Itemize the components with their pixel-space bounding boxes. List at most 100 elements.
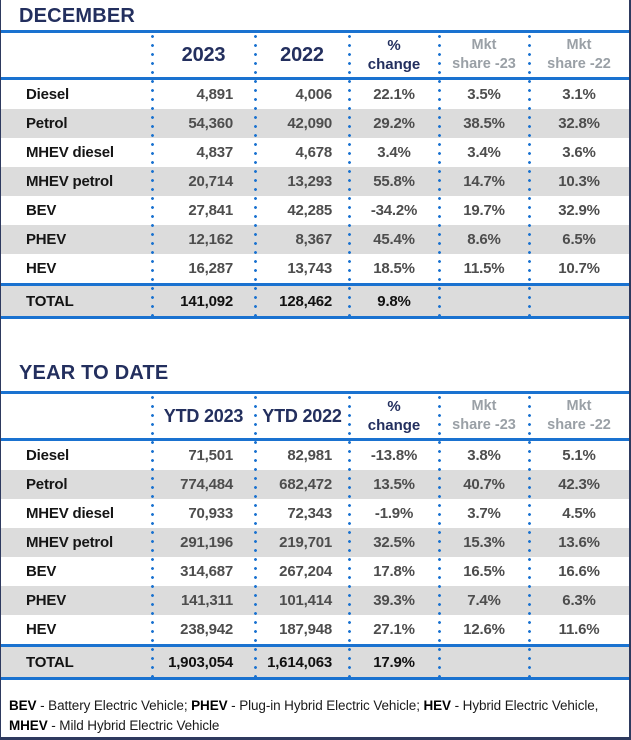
row-label: Petrol xyxy=(26,476,68,493)
value-2022: 13,743 xyxy=(287,260,332,277)
value-2022: 4,006 xyxy=(295,86,332,103)
table-row-phev: PHEV 141,311 101,414 39.3% 7.4% 6.3% xyxy=(1,586,629,615)
divider-line xyxy=(1,677,629,680)
header-mkt-share-23: Mkt share -23 xyxy=(439,33,529,77)
value-mkt-share-23: 7.4% xyxy=(467,592,501,609)
header-mkt-share-23-line1: Mkt xyxy=(471,37,497,53)
value-mkt-share-22: 32.8% xyxy=(558,115,600,132)
value-mkt-share-23: 19.7% xyxy=(463,202,505,219)
total-pct-change: 17.9% xyxy=(373,653,415,671)
header-mkt-share-22: Mkt share -22 xyxy=(529,33,629,77)
header-spacer xyxy=(1,33,152,77)
header-pct-change: % change xyxy=(349,33,439,77)
value-mkt-share-22: 6.3% xyxy=(562,592,596,609)
total-mkt-share-22 xyxy=(529,286,629,316)
total-ytd-2022: 1,614,063 xyxy=(267,653,332,671)
value-mkt-share-22: 10.7% xyxy=(558,260,600,277)
total-2022: 128,462 xyxy=(279,292,332,310)
row-label: Petrol xyxy=(26,115,68,132)
total-label: TOTAL xyxy=(26,653,74,671)
row-label: MHEV petrol xyxy=(26,534,113,551)
value-pct-change: -13.8% xyxy=(370,447,418,464)
ytd-rows: Diesel 71,501 82,981 -13.8% 3.8% 5.1% Pe… xyxy=(1,441,629,644)
total-pct-change: 9.8% xyxy=(377,292,411,310)
header-spacer xyxy=(1,394,152,438)
value-mkt-share-22: 13.6% xyxy=(558,534,600,551)
value-pct-change: 17.8% xyxy=(373,563,415,580)
footnote-abbr-phev: PHEV xyxy=(191,698,228,713)
value-pct-change: 39.3% xyxy=(373,592,415,609)
value-2022: 4,678 xyxy=(295,144,332,161)
value-mkt-share-23: 3.5% xyxy=(467,86,501,103)
value-ytd-2022: 187,948 xyxy=(279,621,332,638)
value-pct-change: -34.2% xyxy=(370,202,418,219)
value-mkt-share-22: 32.9% xyxy=(558,202,600,219)
ytd-table: YTD 2023 YTD 2022 % change Mkt share -23… xyxy=(1,391,629,680)
value-pct-change: 29.2% xyxy=(373,115,415,132)
ytd-total-row: TOTAL 1,903,054 1,614,063 17.9% xyxy=(1,647,629,677)
ytd-title: YEAR TO DATE xyxy=(19,362,169,384)
divider-line xyxy=(1,30,629,33)
ytd-header-row: YTD 2023 YTD 2022 % change Mkt share -23… xyxy=(1,394,629,438)
value-pct-change: 32.5% xyxy=(373,534,415,551)
table-row-mhev-diesel: MHEV diesel 70,933 72,343 -1.9% 3.7% 4.5… xyxy=(1,499,629,528)
table-row-petrol: Petrol 54,360 42,090 29.2% 38.5% 32.8% xyxy=(1,109,629,138)
row-label: MHEV petrol xyxy=(26,173,113,190)
value-mkt-share-22: 11.6% xyxy=(558,621,600,638)
header-mkt-share-22-line1: Mkt xyxy=(566,37,592,53)
value-mkt-share-22: 3.1% xyxy=(562,86,596,103)
divider-line xyxy=(1,316,629,319)
divider-line xyxy=(1,283,629,286)
value-ytd-2022: 267,204 xyxy=(279,563,332,580)
value-pct-change: -1.9% xyxy=(374,505,414,522)
value-mkt-share-23: 12.6% xyxy=(463,621,505,638)
header-pct-change-line2: change xyxy=(367,417,421,434)
value-mkt-share-23: 3.8% xyxy=(467,447,501,464)
header-mkt-share-23: Mkt share -23 xyxy=(439,394,529,438)
value-mkt-share-23: 38.5% xyxy=(463,115,505,132)
value-ytd-2023: 291,196 xyxy=(180,534,233,551)
value-ytd-2022: 682,472 xyxy=(279,476,332,493)
divider-line xyxy=(1,391,629,394)
header-mkt-share-22-line2: share -22 xyxy=(547,417,611,433)
header-mkt-share-22: Mkt share -22 xyxy=(529,394,629,438)
header-pct-change-line1: % xyxy=(387,398,401,415)
value-mkt-share-22: 5.1% xyxy=(562,447,596,464)
header-mkt-share-23-line2: share -23 xyxy=(452,417,516,433)
total-mkt-share-23 xyxy=(439,286,529,316)
header-mkt-share-22-line1: Mkt xyxy=(566,398,592,414)
header-pct-change-line2: change xyxy=(367,56,421,73)
value-2022: 42,090 xyxy=(287,115,332,132)
value-2023: 54,360 xyxy=(188,115,233,132)
table-row-diesel: Diesel 71,501 82,981 -13.8% 3.8% 5.1% xyxy=(1,441,629,470)
value-mkt-share-22: 6.5% xyxy=(562,231,596,248)
footnote-text: - Mild Hybrid Electric Vehicle xyxy=(47,718,220,733)
row-label: BEV xyxy=(26,563,57,580)
value-2023: 12,162 xyxy=(188,231,233,248)
value-ytd-2023: 70,933 xyxy=(188,505,233,522)
value-ytd-2022: 101,414 xyxy=(279,592,332,609)
december-title: DECEMBER xyxy=(19,5,136,27)
total-mkt-share-23 xyxy=(439,647,529,677)
value-2022: 42,285 xyxy=(287,202,332,219)
footnote-abbr-bev: BEV xyxy=(9,698,37,713)
total-label: TOTAL xyxy=(26,292,74,310)
value-mkt-share-22: 16.6% xyxy=(558,563,600,580)
total-2023: 141,092 xyxy=(180,292,233,310)
footnote-text: - Battery Electric Vehicle; xyxy=(36,698,192,713)
row-label: HEV xyxy=(26,621,57,638)
value-mkt-share-23: 11.5% xyxy=(463,260,505,277)
value-mkt-share-22: 4.5% xyxy=(562,505,596,522)
abbreviations-footnote: BEV - Battery Electric Vehicle; PHEV - P… xyxy=(9,696,615,736)
value-ytd-2022: 72,343 xyxy=(287,505,332,522)
divider-line xyxy=(1,438,629,441)
row-label: MHEV diesel xyxy=(26,505,114,522)
december-rows: Diesel 4,891 4,006 22.1% 3.5% 3.1% Petro… xyxy=(1,80,629,283)
value-ytd-2023: 774,484 xyxy=(180,476,233,493)
value-pct-change: 3.4% xyxy=(377,144,411,161)
value-pct-change: 18.5% xyxy=(373,260,415,277)
total-mkt-share-22 xyxy=(529,647,629,677)
table-row-hev: HEV 238,942 187,948 27.1% 12.6% 11.6% xyxy=(1,615,629,644)
value-mkt-share-22: 10.3% xyxy=(558,173,600,190)
